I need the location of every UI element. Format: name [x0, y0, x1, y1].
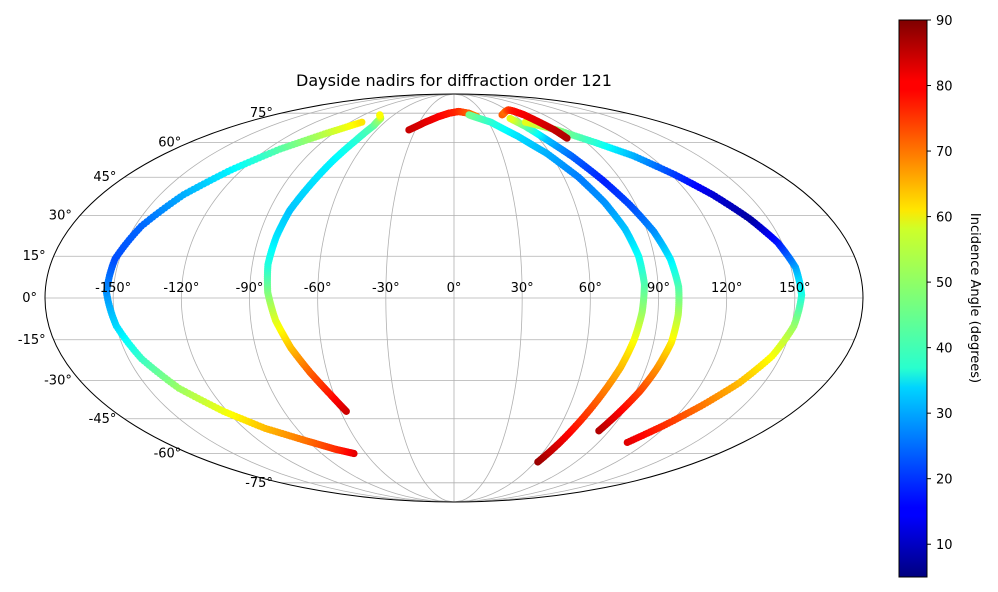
- y-tick-label: 15°: [23, 249, 46, 264]
- colorbar-tick-label: 90: [936, 14, 953, 29]
- x-tick-label: 90°: [647, 281, 670, 296]
- colorbar-tick-label: 80: [936, 80, 953, 95]
- x-tick-label: 30°: [511, 281, 534, 296]
- x-tick-label: 120°: [711, 281, 742, 296]
- mollweide-map: -150° -120° -90° -60° -30° 0° 30° 60° 90° 120° 150…: [18, 93, 864, 503]
- y-tick-label: -45°: [89, 412, 117, 427]
- colorbar-tick-label: 30: [936, 407, 953, 422]
- grid-lines: [45, 94, 863, 502]
- colorbar-ticks: 10 20 30 40 50 60 70 80 90: [927, 14, 953, 553]
- data-points: [102, 106, 806, 466]
- x-tick-label: -30°: [372, 281, 400, 296]
- colorbar-tick-label: 20: [936, 473, 953, 488]
- y-tick-label: 60°: [158, 135, 181, 150]
- y-tick-label: 30°: [49, 209, 72, 224]
- colorbar-tick-label: 70: [936, 145, 953, 160]
- data-point: [358, 118, 366, 126]
- x-tick-label: -90°: [236, 281, 264, 296]
- x-tick-label: -60°: [304, 281, 332, 296]
- data-point: [465, 111, 473, 119]
- colorbar-tick-label: 40: [936, 342, 953, 357]
- colorbar-gradient: [898, 19, 928, 578]
- data-point: [506, 114, 514, 123]
- colorbar-tick-label: 60: [936, 211, 953, 226]
- colorbar: 10 20 30 40 50 60 70 80 90 Incidence Angle (degr…: [898, 14, 982, 578]
- map-outline: [44, 93, 864, 503]
- colorbar-tick-label: 50: [936, 276, 953, 291]
- y-tick-label: -75°: [245, 476, 273, 491]
- y-tick-label: 0°: [22, 291, 37, 306]
- y-tick-label: -30°: [44, 373, 72, 388]
- data-point: [563, 134, 571, 142]
- x-tick-label: 60°: [579, 281, 602, 296]
- x-tick-label: 150°: [779, 281, 810, 296]
- y-tick-label: 75°: [250, 106, 273, 121]
- x-tick-label: -120°: [163, 281, 199, 296]
- colorbar-label: Incidence Angle (degrees): [967, 213, 982, 383]
- data-point: [521, 118, 530, 126]
- chart-title: Dayside nadirs for diffraction order 121: [296, 71, 612, 90]
- colorbar-tick-label: 10: [936, 538, 953, 553]
- y-tick-label: 45°: [93, 170, 116, 185]
- data-point: [376, 111, 384, 119]
- latitude-tick-labels: 75° 60° 45° 30° 15° 0° -15° -30° -45° -60° -75°: [18, 106, 273, 491]
- y-tick-label: -15°: [18, 333, 46, 348]
- y-tick-label: -60°: [154, 447, 182, 462]
- x-tick-label: -150°: [95, 281, 131, 296]
- longitude-tick-labels: -150° -120° -90° -60° -30° 0° 30° 60° 90° 120° 150…: [95, 281, 810, 296]
- x-tick-label: 0°: [447, 281, 462, 296]
